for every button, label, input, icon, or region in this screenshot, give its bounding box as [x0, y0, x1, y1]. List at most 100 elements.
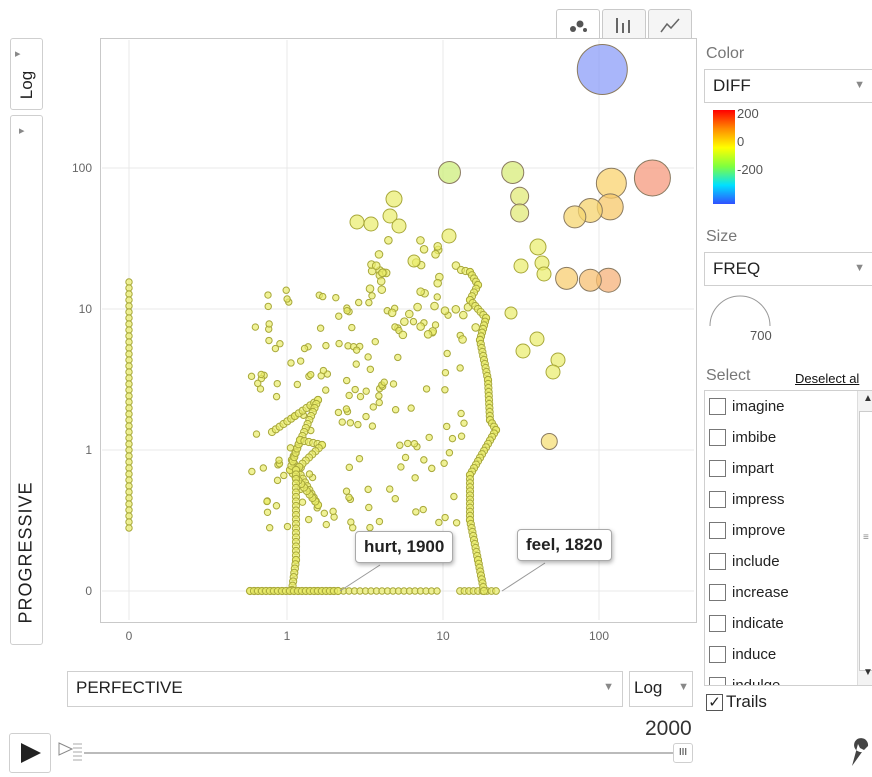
zero-column-point: [125, 464, 133, 472]
select-item-increase[interactable]: increase: [705, 577, 872, 608]
checkbox[interactable]: [709, 646, 726, 663]
checkbox[interactable]: [709, 677, 726, 685]
cloud-point: [416, 322, 425, 331]
select-item-indulge[interactable]: indulge: [705, 670, 872, 685]
checkbox[interactable]: [709, 491, 726, 508]
checkbox[interactable]: [709, 584, 726, 601]
cloud-point: [448, 434, 457, 443]
color-scale-mid: 0: [737, 134, 745, 149]
zero-column-point: [125, 308, 133, 316]
size-select-value: FREQ: [713, 259, 761, 278]
zero-column-point: [125, 314, 133, 322]
select-item-label: increase: [732, 584, 789, 601]
cloud-point: [400, 317, 409, 326]
bubble: [407, 254, 421, 268]
checkbox[interactable]: [709, 429, 726, 446]
select-item-impart[interactable]: impart: [705, 453, 872, 484]
zero-column-point: [125, 500, 133, 508]
cloud-point: [405, 309, 414, 319]
line-chart-tab[interactable]: [648, 9, 692, 39]
cloud-point: [345, 463, 354, 472]
cloud-point: [349, 524, 357, 532]
cloud-point: [409, 317, 418, 326]
time-slider-track[interactable]: [84, 752, 684, 754]
scroll-down-icon[interactable]: ▼: [863, 667, 872, 678]
zero-column-point: [125, 506, 133, 514]
select-item-include[interactable]: include: [705, 546, 872, 577]
cloud-point: [458, 335, 467, 344]
color-scale-max: 200: [737, 106, 759, 121]
cloud-point: [342, 487, 351, 495]
bars-icon: [616, 17, 630, 33]
color-select[interactable]: DIFF ▼: [704, 69, 872, 103]
bubble: [536, 266, 552, 282]
select-item-impress[interactable]: impress: [705, 484, 872, 515]
cloud-point: [422, 385, 431, 393]
cloud-point: [457, 432, 466, 440]
zero-column-point: [125, 458, 133, 466]
deselect-all-link[interactable]: Deselect al: [795, 371, 860, 386]
select-item-improve[interactable]: improve: [705, 515, 872, 546]
scroll-up-icon[interactable]: ▲: [863, 393, 872, 404]
speed-control[interactable]: [58, 741, 84, 768]
bar-chart-tab[interactable]: [602, 9, 646, 39]
select-item-label: include: [732, 553, 780, 570]
x-axis-select[interactable]: PERFECTIVE ▼: [67, 671, 623, 707]
cloud-point: [335, 312, 343, 320]
cloud-point: [287, 359, 295, 367]
zero-column-point: [125, 494, 133, 502]
zero-column-point: [125, 302, 133, 310]
checkbox[interactable]: [709, 398, 726, 415]
select-item-indicate[interactable]: indicate: [705, 608, 872, 639]
chevron-right-icon: ▸: [15, 48, 21, 60]
cloud-point: [394, 353, 402, 362]
cloud-point: [365, 298, 373, 307]
y-axis-select[interactable]: ▸ PROGRESSIVE: [10, 115, 43, 645]
cloud-point: [273, 476, 282, 485]
cloud-point: [352, 346, 361, 354]
cloud-point: [257, 370, 265, 379]
cloud-point: [423, 330, 433, 339]
select-item-imagine[interactable]: imagine: [705, 391, 872, 422]
play-button[interactable]: [9, 733, 51, 773]
bubble: [349, 214, 365, 230]
checkbox[interactable]: [709, 553, 726, 570]
trails-label: Trails: [726, 692, 767, 711]
cloud-point: [322, 520, 331, 529]
x-tick-label: 1: [284, 629, 291, 643]
color-select-value: DIFF: [713, 76, 751, 95]
cloud-point: [407, 404, 415, 412]
zero-column-point: [125, 338, 133, 346]
bubble: [576, 43, 628, 95]
cloud-point: [307, 370, 315, 379]
cloud-point: [298, 498, 307, 506]
checkbox[interactable]: [709, 522, 726, 539]
cloud-point: [401, 453, 410, 462]
zero-column-point: [125, 416, 133, 424]
select-list[interactable]: imagine imbibe impart impress improve include…: [704, 390, 872, 686]
cloud-point: [247, 372, 256, 381]
time-slider-thumb[interactable]: III: [673, 743, 693, 763]
cloud-point: [335, 339, 343, 348]
zero-column-point: [125, 332, 133, 340]
scroll-thumb[interactable]: ≡: [859, 411, 872, 671]
wrench-icon[interactable]: [846, 738, 872, 773]
x-scale-button[interactable]: Log ▼: [629, 671, 693, 707]
bubble-chart-tab[interactable]: [556, 9, 600, 41]
cloud-point: [441, 386, 449, 394]
scrollbar[interactable]: ▲ ≡ ▼: [857, 391, 872, 685]
cloud-point: [450, 492, 458, 501]
checkbox[interactable]: [709, 615, 726, 632]
size-select[interactable]: FREQ ▼: [704, 252, 872, 286]
checkbox[interactable]: [709, 460, 726, 477]
trails-checkbox[interactable]: ✓ Trails: [706, 692, 767, 712]
select-item-imbibe[interactable]: imbibe: [705, 422, 872, 453]
select-item-induce[interactable]: induce: [705, 639, 872, 670]
bubble: [515, 343, 531, 359]
zero-column-point: [125, 434, 133, 442]
y-scale-button[interactable]: ▸ Log: [10, 38, 43, 110]
cloud-point: [275, 456, 283, 464]
cloud-point: [433, 293, 441, 301]
cloud-point: [443, 422, 451, 431]
select-item-label: imagine: [732, 398, 785, 415]
